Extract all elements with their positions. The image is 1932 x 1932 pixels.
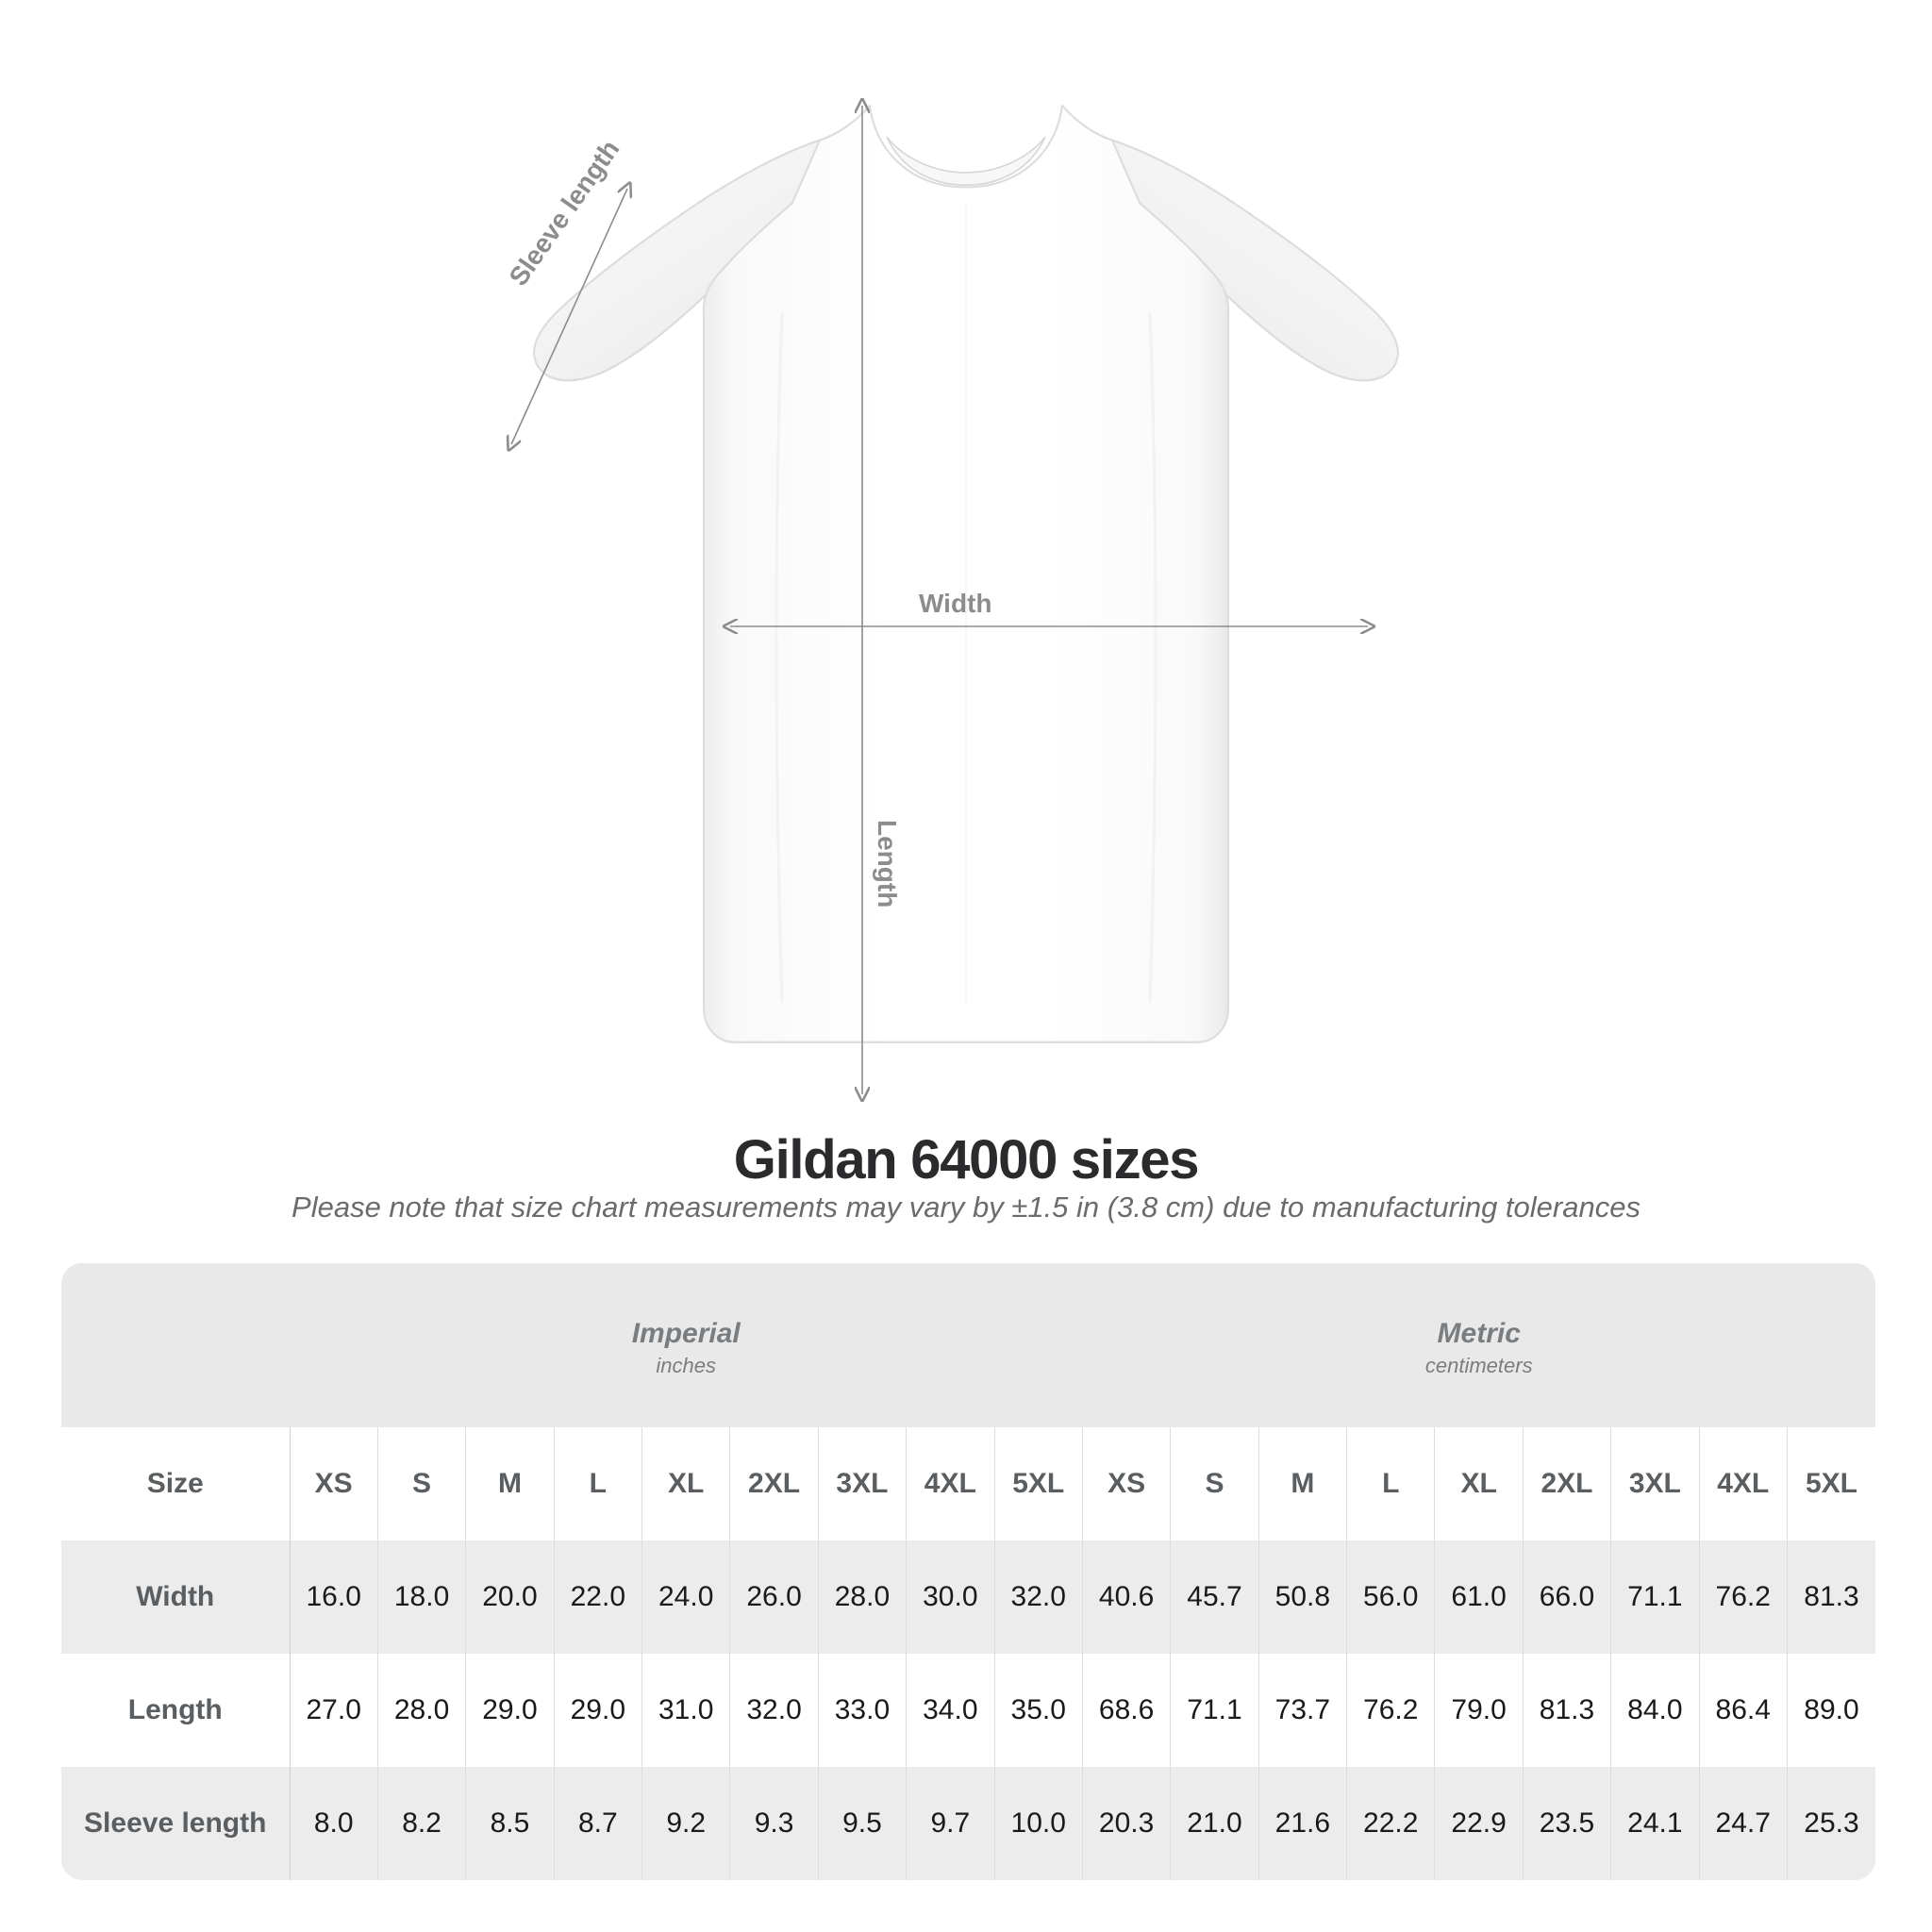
svg-text:Length: Length: [873, 820, 902, 908]
svg-text:Width: Width: [919, 589, 992, 618]
svg-text:Sleeve length: Sleeve length: [504, 135, 625, 291]
